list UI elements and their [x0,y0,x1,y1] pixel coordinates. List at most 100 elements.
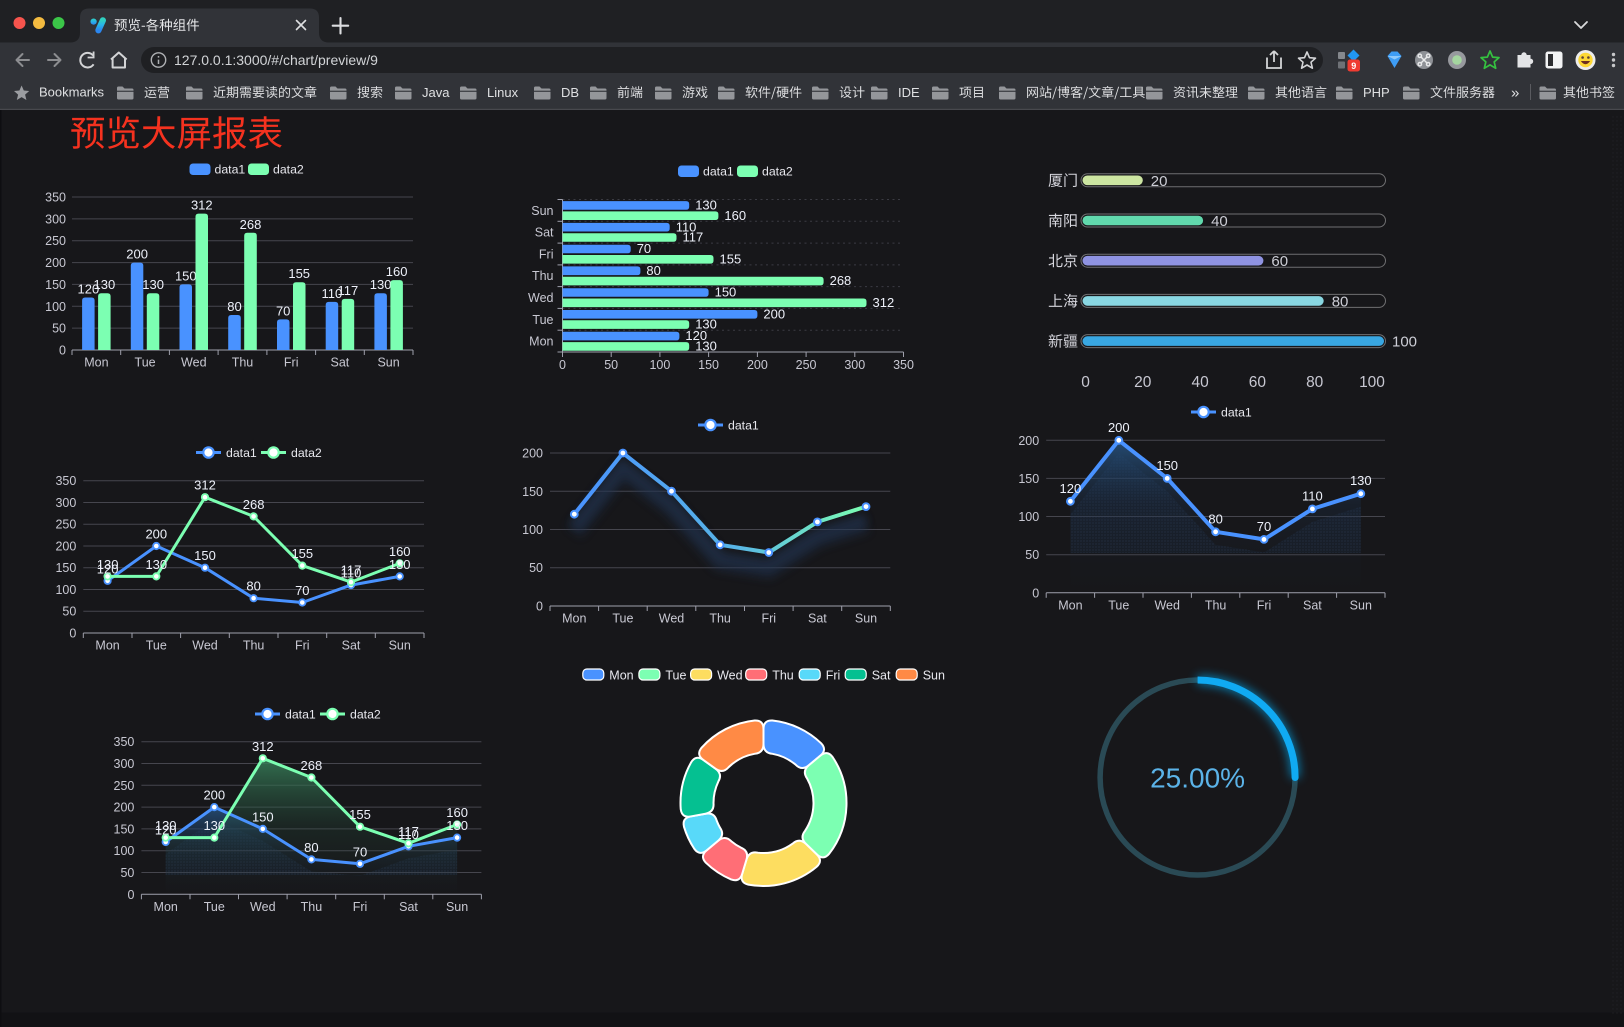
svg-text:Sat: Sat [399,900,418,914]
svg-text:200: 200 [747,358,768,372]
svg-text:9: 9 [1351,61,1356,71]
svg-text:Fri: Fri [762,612,777,626]
svg-text:300: 300 [55,496,76,510]
svg-text:120: 120 [685,328,707,343]
svg-text:155: 155 [291,546,313,561]
svg-text:350: 350 [45,191,66,205]
svg-text:150: 150 [1018,472,1039,486]
svg-text:130: 130 [94,277,116,292]
svg-text:200: 200 [126,247,148,262]
svg-text:Tue: Tue [146,639,167,653]
svg-text:Tue: Tue [665,669,686,683]
svg-text:70: 70 [276,303,290,318]
svg-text:268: 268 [301,758,323,773]
svg-text:Sat: Sat [331,356,350,370]
svg-text:Wed: Wed [659,612,685,626]
svg-text:50: 50 [52,322,66,336]
svg-text:0: 0 [1081,374,1090,391]
svg-text:Fri: Fri [295,639,310,653]
svg-text:Sat: Sat [808,612,827,626]
svg-text:Mon: Mon [609,669,633,683]
svg-text:155: 155 [288,266,310,281]
svg-text:150: 150 [698,358,719,372]
svg-text:»: » [1511,85,1519,102]
svg-text:50: 50 [1025,548,1039,562]
svg-text:data1: data1 [1221,406,1252,420]
svg-text:Tue: Tue [612,612,633,626]
svg-text:60: 60 [1271,253,1288,270]
svg-text:0: 0 [1032,586,1039,600]
svg-text:Sat: Sat [1303,598,1322,612]
svg-text:250: 250 [114,779,135,793]
svg-text:300: 300 [45,212,66,226]
svg-text:Thu: Thu [1205,598,1227,612]
svg-text:Fri: Fri [1257,598,1272,612]
svg-text:200: 200 [1018,434,1039,448]
svg-text:Mon: Mon [1058,598,1082,612]
svg-text:Sun: Sun [855,612,877,626]
svg-text:40: 40 [1191,374,1209,391]
svg-text:Sun: Sun [923,669,945,683]
svg-text:IDE: IDE [898,85,920,100]
svg-text:Wed: Wed [528,291,554,305]
svg-text:312: 312 [194,478,216,493]
svg-text:120: 120 [1060,481,1082,496]
svg-text:Mon: Mon [562,612,586,626]
svg-text:268: 268 [243,497,265,512]
svg-text:80: 80 [227,299,241,314]
svg-text:268: 268 [240,217,262,232]
svg-text:data2: data2 [350,708,381,722]
svg-text:200: 200 [114,801,135,815]
svg-text:300: 300 [844,358,865,372]
svg-text:50: 50 [120,866,134,880]
svg-text:50: 50 [529,561,543,575]
svg-text:60: 60 [1249,374,1267,391]
svg-text:Tue: Tue [135,356,156,370]
svg-text:Java: Java [422,85,450,100]
svg-text:110: 110 [676,219,697,234]
svg-text:Thu: Thu [243,639,265,653]
svg-text:130: 130 [145,557,167,572]
svg-text:80: 80 [304,840,318,855]
svg-text:200: 200 [45,256,66,270]
svg-text:127.0.0.1:3000/#/chart/preview: 127.0.0.1:3000/#/chart/preview/9 [174,52,378,68]
svg-text:200: 200 [1108,420,1130,435]
svg-text:Mon: Mon [84,356,108,370]
svg-text:Wed: Wed [1154,598,1180,612]
svg-text:312: 312 [873,295,895,310]
svg-text:Wed: Wed [192,639,218,653]
svg-text:Bookmarks: Bookmarks [39,85,105,100]
svg-text:150: 150 [1156,458,1178,473]
svg-text:100: 100 [45,300,66,314]
svg-text:250: 250 [55,518,76,532]
svg-text:Sat: Sat [872,669,891,683]
svg-text:250: 250 [45,234,66,248]
svg-text:350: 350 [55,474,76,488]
svg-text:0: 0 [59,344,66,358]
svg-text:Fri: Fri [284,356,299,370]
svg-text:Wed: Wed [717,669,743,683]
svg-text:150: 150 [175,268,197,283]
svg-text:130: 130 [389,557,411,572]
svg-text:Fri: Fri [353,900,368,914]
svg-text:Tue: Tue [204,900,225,914]
svg-text:100: 100 [55,583,76,597]
svg-text:130: 130 [695,198,717,213]
svg-text:130: 130 [142,277,164,292]
svg-text:Sat: Sat [535,226,554,240]
svg-text:150: 150 [715,285,737,300]
svg-text:350: 350 [114,735,135,749]
svg-text:150: 150 [194,548,216,563]
svg-text:117: 117 [683,230,704,245]
svg-text:80: 80 [246,579,260,594]
svg-text:80: 80 [1332,293,1349,310]
svg-text:data2: data2 [762,165,793,179]
svg-text:350: 350 [893,358,914,372]
svg-text:Fri: Fri [539,248,554,262]
svg-text:130: 130 [370,277,392,292]
svg-text:Tue: Tue [1108,598,1129,612]
svg-text:150: 150 [45,278,66,292]
svg-text:0: 0 [127,888,134,902]
svg-text:20: 20 [1134,374,1152,391]
svg-text:data2: data2 [291,446,322,460]
